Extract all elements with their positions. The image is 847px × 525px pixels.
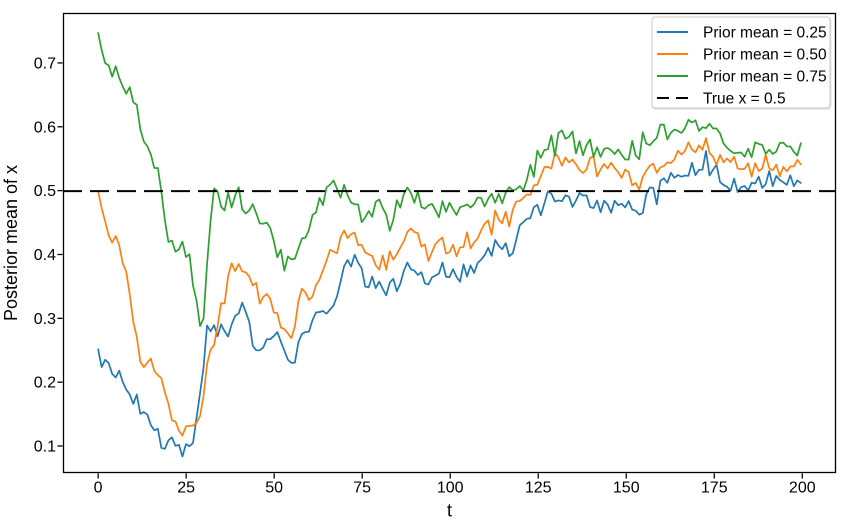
svg-text:0.1: 0.1 xyxy=(34,439,56,456)
svg-text:0.3: 0.3 xyxy=(34,311,56,328)
svg-text:t: t xyxy=(447,501,452,521)
svg-text:200: 200 xyxy=(789,480,816,497)
svg-text:125: 125 xyxy=(525,480,552,497)
svg-text:0.2: 0.2 xyxy=(34,375,56,392)
svg-text:75: 75 xyxy=(353,480,371,497)
svg-text:25: 25 xyxy=(177,480,195,497)
svg-text:0.4: 0.4 xyxy=(34,247,56,264)
svg-text:True x = 0.5: True x = 0.5 xyxy=(703,91,786,108)
svg-text:Prior mean = 0.75: Prior mean = 0.75 xyxy=(703,69,827,86)
svg-text:175: 175 xyxy=(701,480,728,497)
svg-text:Prior mean = 0.50: Prior mean = 0.50 xyxy=(703,47,827,64)
svg-text:0: 0 xyxy=(94,480,103,497)
svg-text:0.6: 0.6 xyxy=(34,119,56,136)
svg-text:150: 150 xyxy=(613,480,640,497)
svg-text:0.5: 0.5 xyxy=(34,183,56,200)
svg-text:50: 50 xyxy=(265,480,283,497)
svg-text:100: 100 xyxy=(437,480,464,497)
svg-text:0.7: 0.7 xyxy=(34,55,56,72)
svg-text:Prior mean = 0.25: Prior mean = 0.25 xyxy=(703,25,827,42)
svg-text:Posterior mean of x: Posterior mean of x xyxy=(1,165,21,321)
